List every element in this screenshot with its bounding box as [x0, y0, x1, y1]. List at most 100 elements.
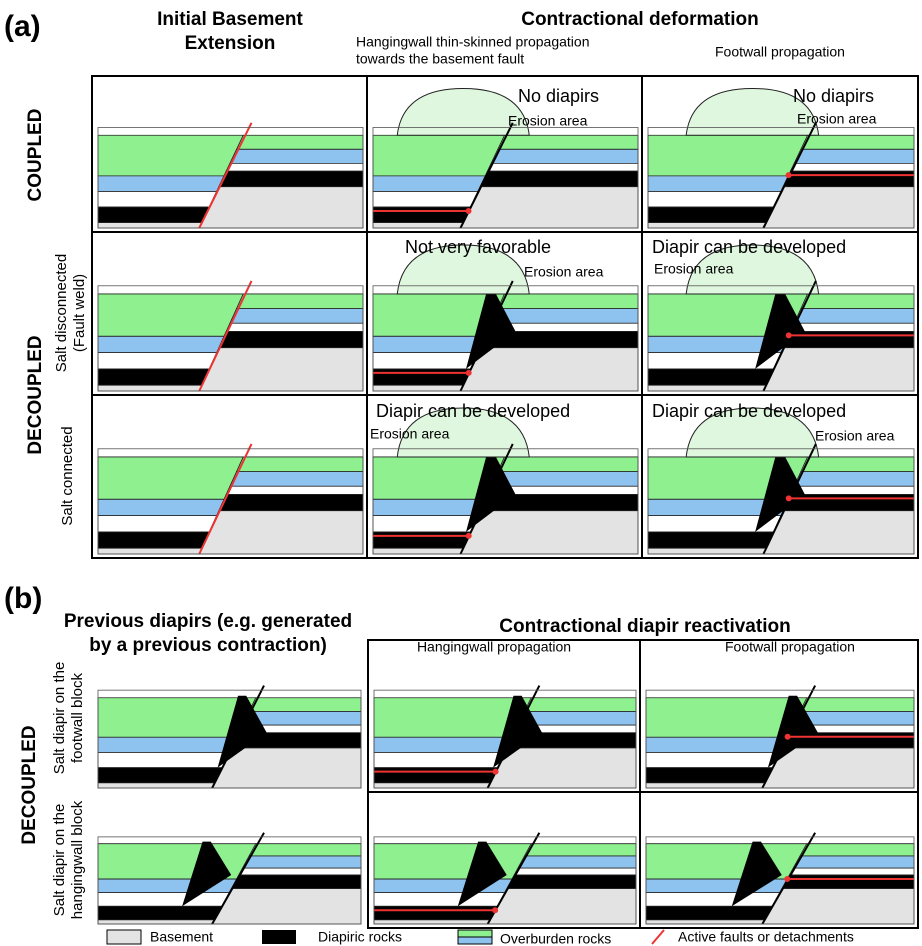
- basement: [199, 348, 363, 391]
- layer: [648, 176, 788, 192]
- basement: [373, 548, 463, 554]
- layer: [98, 768, 222, 783]
- detachment-tip: [786, 495, 792, 501]
- layer: [219, 494, 363, 510]
- layer: [525, 844, 636, 856]
- layer: [648, 135, 808, 176]
- layer: [219, 331, 363, 347]
- layer: [646, 906, 772, 920]
- layer: [98, 844, 256, 879]
- subheader: Footwall propagation: [715, 44, 845, 60]
- header: Previous diapirs (e.g. generated: [64, 611, 352, 632]
- layer: [646, 844, 807, 879]
- layer: [491, 472, 638, 487]
- layer: [226, 486, 363, 494]
- layer: [648, 532, 773, 548]
- header: Extension: [185, 33, 276, 54]
- layer: [226, 163, 363, 171]
- erosion-label: Erosion area: [815, 428, 895, 444]
- basement: [763, 511, 914, 554]
- sub-row-label: Salt diapir on the: [51, 804, 68, 917]
- sub-row-label: Salt disconnected: [53, 254, 70, 372]
- layer: [98, 499, 224, 515]
- legend: Basement Diapiric rocks Overburden rocks…: [107, 929, 854, 946]
- layer: [98, 457, 243, 499]
- erosion-label: Erosion area: [654, 261, 734, 277]
- layer: [373, 516, 478, 532]
- layer: [373, 532, 471, 548]
- layer: [237, 135, 363, 149]
- layer: [373, 176, 485, 192]
- detachment-tip: [786, 172, 792, 178]
- sub-row-label: footwall block: [69, 672, 86, 763]
- legend-swatch: [107, 930, 141, 944]
- layer: [98, 353, 217, 369]
- erosion-label: Erosion area: [524, 264, 604, 280]
- legend-swatch: [458, 930, 492, 937]
- basement: [646, 783, 765, 788]
- erosion-label: Erosion area: [508, 113, 588, 129]
- detachment-tip: [493, 769, 499, 775]
- row-label: COUPLED: [25, 109, 46, 202]
- detachment-tip: [466, 370, 472, 376]
- layer: [648, 369, 773, 385]
- layer: [646, 768, 772, 783]
- panel-note: No diapirs: [518, 86, 599, 106]
- layer: [514, 868, 636, 875]
- layer: [98, 516, 217, 532]
- subheader: towards the basement fault: [356, 51, 524, 67]
- detachment-tip: [466, 533, 472, 539]
- layer: [794, 149, 914, 163]
- basement: [98, 920, 214, 924]
- sub-row-label: Salt diapir on the: [51, 662, 68, 775]
- layer: [98, 532, 209, 548]
- layer: [646, 737, 787, 752]
- legend-label: Diapiric rocks: [318, 929, 402, 945]
- layer: [800, 844, 914, 856]
- layer: [487, 163, 638, 171]
- erosion-label: Erosion area: [370, 426, 450, 442]
- layer: [374, 893, 505, 907]
- basement: [648, 548, 766, 554]
- layer: [801, 457, 914, 472]
- layer: [791, 486, 914, 494]
- layer: [491, 149, 638, 163]
- layer: [498, 135, 638, 149]
- subheader: Hangingwall propagation: [417, 639, 571, 655]
- layer: [239, 868, 361, 875]
- layer: [373, 499, 485, 515]
- layer: [98, 294, 243, 336]
- row-label: DECOUPLED: [19, 725, 40, 844]
- layer: [525, 698, 636, 712]
- basement: [461, 348, 639, 391]
- header: Contractional diapir reactivation: [499, 616, 790, 637]
- layer: [491, 309, 638, 324]
- layer: [98, 369, 209, 385]
- layer: [226, 323, 363, 331]
- panel-note: No diapirs: [793, 86, 874, 106]
- layer: [237, 457, 363, 472]
- part-label: (a): [4, 10, 41, 43]
- basement: [488, 889, 636, 924]
- basement: [373, 223, 463, 228]
- basement: [374, 783, 490, 788]
- header: Contractional deformation: [521, 9, 759, 30]
- subheader: Footwall propagation: [725, 639, 855, 655]
- basement: [461, 187, 639, 228]
- panel-note: Diapir can be developed: [376, 401, 570, 421]
- basement: [98, 385, 202, 391]
- detachment-tip: [466, 208, 472, 214]
- sub-row-label: hangingwall block: [69, 800, 86, 919]
- legend-label: Overburden rocks: [500, 931, 611, 946]
- sub-row-label: Salt connected: [59, 426, 76, 525]
- layer: [480, 171, 638, 187]
- basement: [373, 385, 463, 391]
- layer: [791, 323, 914, 331]
- layer: [507, 875, 636, 889]
- layer: [231, 875, 361, 889]
- layer: [373, 353, 478, 369]
- header: Initial Basement: [157, 9, 303, 30]
- layer: [373, 369, 471, 385]
- legend-swatch: [458, 937, 492, 944]
- layer: [98, 207, 209, 223]
